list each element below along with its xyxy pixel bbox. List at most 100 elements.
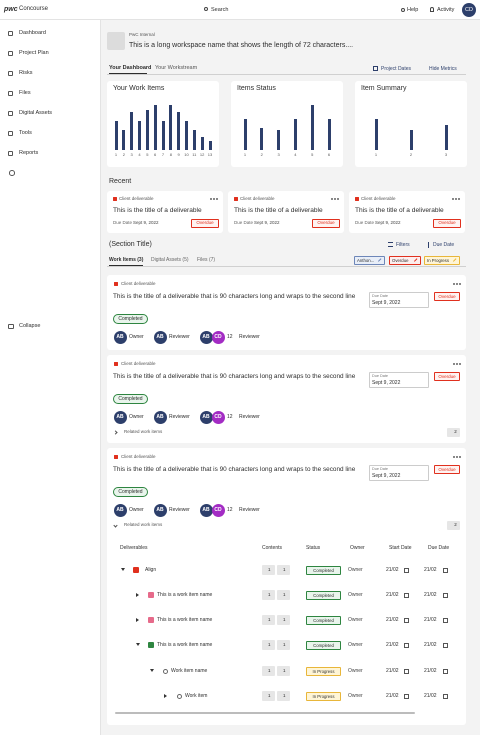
row-name[interactable]: Work item bbox=[185, 693, 208, 699]
scrollbar[interactable] bbox=[115, 712, 415, 715]
status-text: In Progress bbox=[312, 668, 335, 674]
row-name[interactable]: Align bbox=[145, 567, 157, 573]
section-tab[interactable]: Work Items (3) bbox=[109, 257, 144, 263]
due-box bbox=[369, 372, 429, 388]
item-title[interactable]: This is the title of a deliverable that … bbox=[113, 373, 356, 381]
row-name[interactable]: Work item name bbox=[171, 668, 208, 674]
expand-arrow[interactable] bbox=[136, 593, 139, 597]
settings-icon bbox=[9, 170, 15, 176]
item-title[interactable]: This is the title of a deliverable that … bbox=[113, 466, 356, 474]
status-pill bbox=[306, 591, 341, 600]
tab-underline bbox=[109, 264, 143, 266]
help[interactable]: Help bbox=[407, 6, 419, 13]
comments-count: 1 bbox=[283, 642, 286, 648]
calendar-icon bbox=[443, 617, 448, 623]
nav-item[interactable]: Project Plan bbox=[19, 49, 49, 56]
files-chip bbox=[262, 640, 275, 650]
bar bbox=[177, 111, 181, 150]
bar bbox=[169, 105, 173, 150]
bar-label: 7 bbox=[161, 151, 165, 157]
bar bbox=[153, 105, 157, 150]
bar bbox=[310, 105, 314, 150]
due-date: Sept 9, 2022 bbox=[372, 379, 401, 386]
more-dot bbox=[334, 198, 336, 200]
avatar bbox=[211, 330, 225, 344]
status-text: Completed bbox=[313, 567, 334, 573]
related[interactable]: Related work items bbox=[124, 429, 163, 435]
expand-arrow[interactable] bbox=[150, 669, 154, 672]
item-type: Client deliverable bbox=[121, 361, 156, 367]
avatar bbox=[113, 410, 127, 424]
reviewers-label: Reviewer bbox=[239, 334, 260, 340]
nav-item[interactable]: Dashboard bbox=[19, 29, 46, 36]
bar-label: 4 bbox=[294, 151, 297, 157]
avatar bbox=[199, 330, 213, 344]
nav-item[interactable]: Reports bbox=[19, 149, 39, 156]
section-tab[interactable]: Digital Assets (5) bbox=[151, 257, 189, 263]
activity[interactable]: Activity bbox=[437, 6, 455, 13]
bar-label: 1 bbox=[114, 151, 118, 157]
item-icon bbox=[133, 567, 139, 573]
state-pill bbox=[113, 487, 148, 497]
due-box bbox=[369, 292, 429, 308]
related[interactable]: Related work items bbox=[124, 522, 163, 528]
status-text: Overdue bbox=[438, 466, 456, 472]
search[interactable]: Search bbox=[211, 6, 229, 13]
bar-label: 1 bbox=[374, 151, 378, 157]
expand-arrow[interactable] bbox=[164, 694, 167, 698]
nav-item[interactable]: Risks bbox=[19, 69, 33, 76]
owner: Owner bbox=[348, 642, 363, 648]
filter-chip[interactable] bbox=[354, 256, 385, 265]
user-initials[interactable]: CD bbox=[465, 6, 473, 13]
calendar-icon bbox=[443, 642, 448, 648]
calendar-icon bbox=[404, 567, 409, 573]
tab[interactable]: Your Workstream bbox=[155, 64, 198, 71]
status-badge bbox=[191, 218, 219, 228]
tab[interactable]: Your Dashboard bbox=[109, 64, 152, 71]
nav-item[interactable]: Tools bbox=[19, 129, 32, 136]
nav-icon bbox=[8, 50, 13, 56]
due-date: 21/02 bbox=[424, 592, 437, 598]
section-tab[interactable]: Files (7) bbox=[197, 257, 216, 263]
row-name[interactable]: This is a work item name bbox=[157, 592, 213, 598]
nav-icon bbox=[8, 30, 13, 36]
calendar-icon bbox=[373, 66, 378, 71]
work-item-card bbox=[107, 275, 466, 350]
filter-chip[interactable] bbox=[389, 256, 421, 265]
bar-label: 6 bbox=[327, 151, 331, 157]
due-date: 21/02 bbox=[424, 642, 437, 648]
state-text: Completed bbox=[118, 396, 143, 402]
filter-chip[interactable] bbox=[424, 256, 460, 265]
files-count: 1 bbox=[268, 642, 271, 648]
expand-arrow[interactable] bbox=[121, 568, 125, 571]
collapse[interactable]: Collapse bbox=[19, 322, 41, 329]
item-title[interactable]: This is the title of a deliverable that … bbox=[113, 293, 356, 301]
status-text: Overdue bbox=[438, 373, 456, 379]
files-count: 1 bbox=[268, 617, 271, 623]
nav-item[interactable]: Files bbox=[19, 89, 31, 96]
divider bbox=[107, 266, 466, 267]
project-dates[interactable]: Project Dates bbox=[381, 66, 412, 72]
bar bbox=[145, 109, 149, 150]
status-text: In Progress bbox=[312, 693, 335, 699]
sort[interactable]: Due Date bbox=[433, 242, 455, 248]
expand-arrow[interactable] bbox=[136, 643, 140, 646]
nav-item[interactable]: Digital Assets bbox=[19, 109, 53, 116]
collapse-icon bbox=[8, 323, 14, 329]
filter-icon bbox=[388, 242, 393, 247]
workspace-thumb bbox=[107, 32, 125, 50]
hide-metrics[interactable]: Hide Metrics bbox=[429, 66, 457, 72]
row-name[interactable]: This is a work item name bbox=[157, 642, 213, 648]
expand-arrow[interactable] bbox=[136, 618, 139, 622]
filters[interactable]: Filters bbox=[396, 242, 410, 248]
group-count: 12 bbox=[227, 414, 233, 420]
state-text: Completed bbox=[118, 316, 143, 322]
row-name[interactable]: This is a work item name bbox=[157, 617, 213, 623]
bar bbox=[409, 129, 413, 150]
due-date: 21/02 bbox=[424, 567, 437, 573]
header bbox=[0, 0, 480, 20]
status-pill bbox=[306, 667, 341, 676]
related-badge bbox=[447, 520, 460, 530]
more-dot bbox=[455, 198, 457, 200]
comments-count: 1 bbox=[283, 693, 286, 699]
